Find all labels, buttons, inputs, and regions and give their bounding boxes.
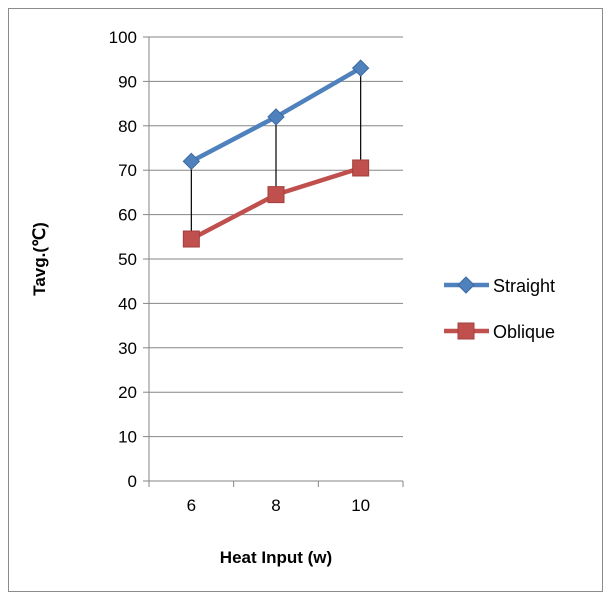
y-tick-label: 40 — [118, 294, 137, 313]
x-axis-title: Heat Input (w) — [220, 548, 332, 567]
y-tick-label: 10 — [118, 428, 137, 447]
y-tick-labels: 0 10 20 30 40 50 60 70 80 90 100 — [109, 28, 137, 491]
series-oblique — [182, 159, 370, 248]
y-tick-label: 20 — [118, 383, 137, 402]
y-tick-label: 90 — [118, 72, 137, 91]
legend-marker — [457, 322, 475, 340]
y-axis-title: Tavg.(℃) — [30, 222, 49, 296]
data-point — [267, 108, 285, 126]
legend: Straight Oblique — [444, 276, 555, 342]
x-tick-label: 8 — [271, 496, 280, 515]
series-group — [182, 59, 370, 248]
x-tick-label: 10 — [351, 496, 370, 515]
x-tick-label: 6 — [187, 496, 196, 515]
data-point — [267, 186, 285, 204]
y-tick-label: 60 — [118, 206, 137, 225]
y-tick-label: 70 — [118, 161, 137, 180]
legend-item-oblique: Oblique — [444, 322, 555, 342]
data-point — [182, 230, 200, 248]
y-tick-label: 50 — [118, 250, 137, 269]
legend-label: Straight — [493, 276, 555, 296]
y-tick-label: 80 — [118, 117, 137, 136]
data-point — [182, 152, 201, 171]
series-straight — [182, 59, 370, 171]
data-point — [351, 59, 370, 77]
axes — [143, 36, 404, 487]
legend-label: Oblique — [493, 322, 555, 342]
y-tick-label: 0 — [128, 472, 137, 491]
data-point — [352, 159, 370, 177]
y-tick-label: 100 — [109, 28, 137, 47]
legend-item-straight: Straight — [444, 276, 555, 296]
chart-frame: 0 10 20 30 40 50 60 70 80 90 100 6 8 10 Heat Input (… — [8, 8, 603, 592]
line-chart: 0 10 20 30 40 50 60 70 80 90 100 6 8 10 Heat Input (… — [30, 28, 555, 567]
x-tick-labels: 6 8 10 — [187, 496, 371, 515]
legend-marker — [457, 276, 475, 294]
high-low-lines — [190, 68, 362, 240]
y-tick-label: 30 — [118, 339, 137, 358]
